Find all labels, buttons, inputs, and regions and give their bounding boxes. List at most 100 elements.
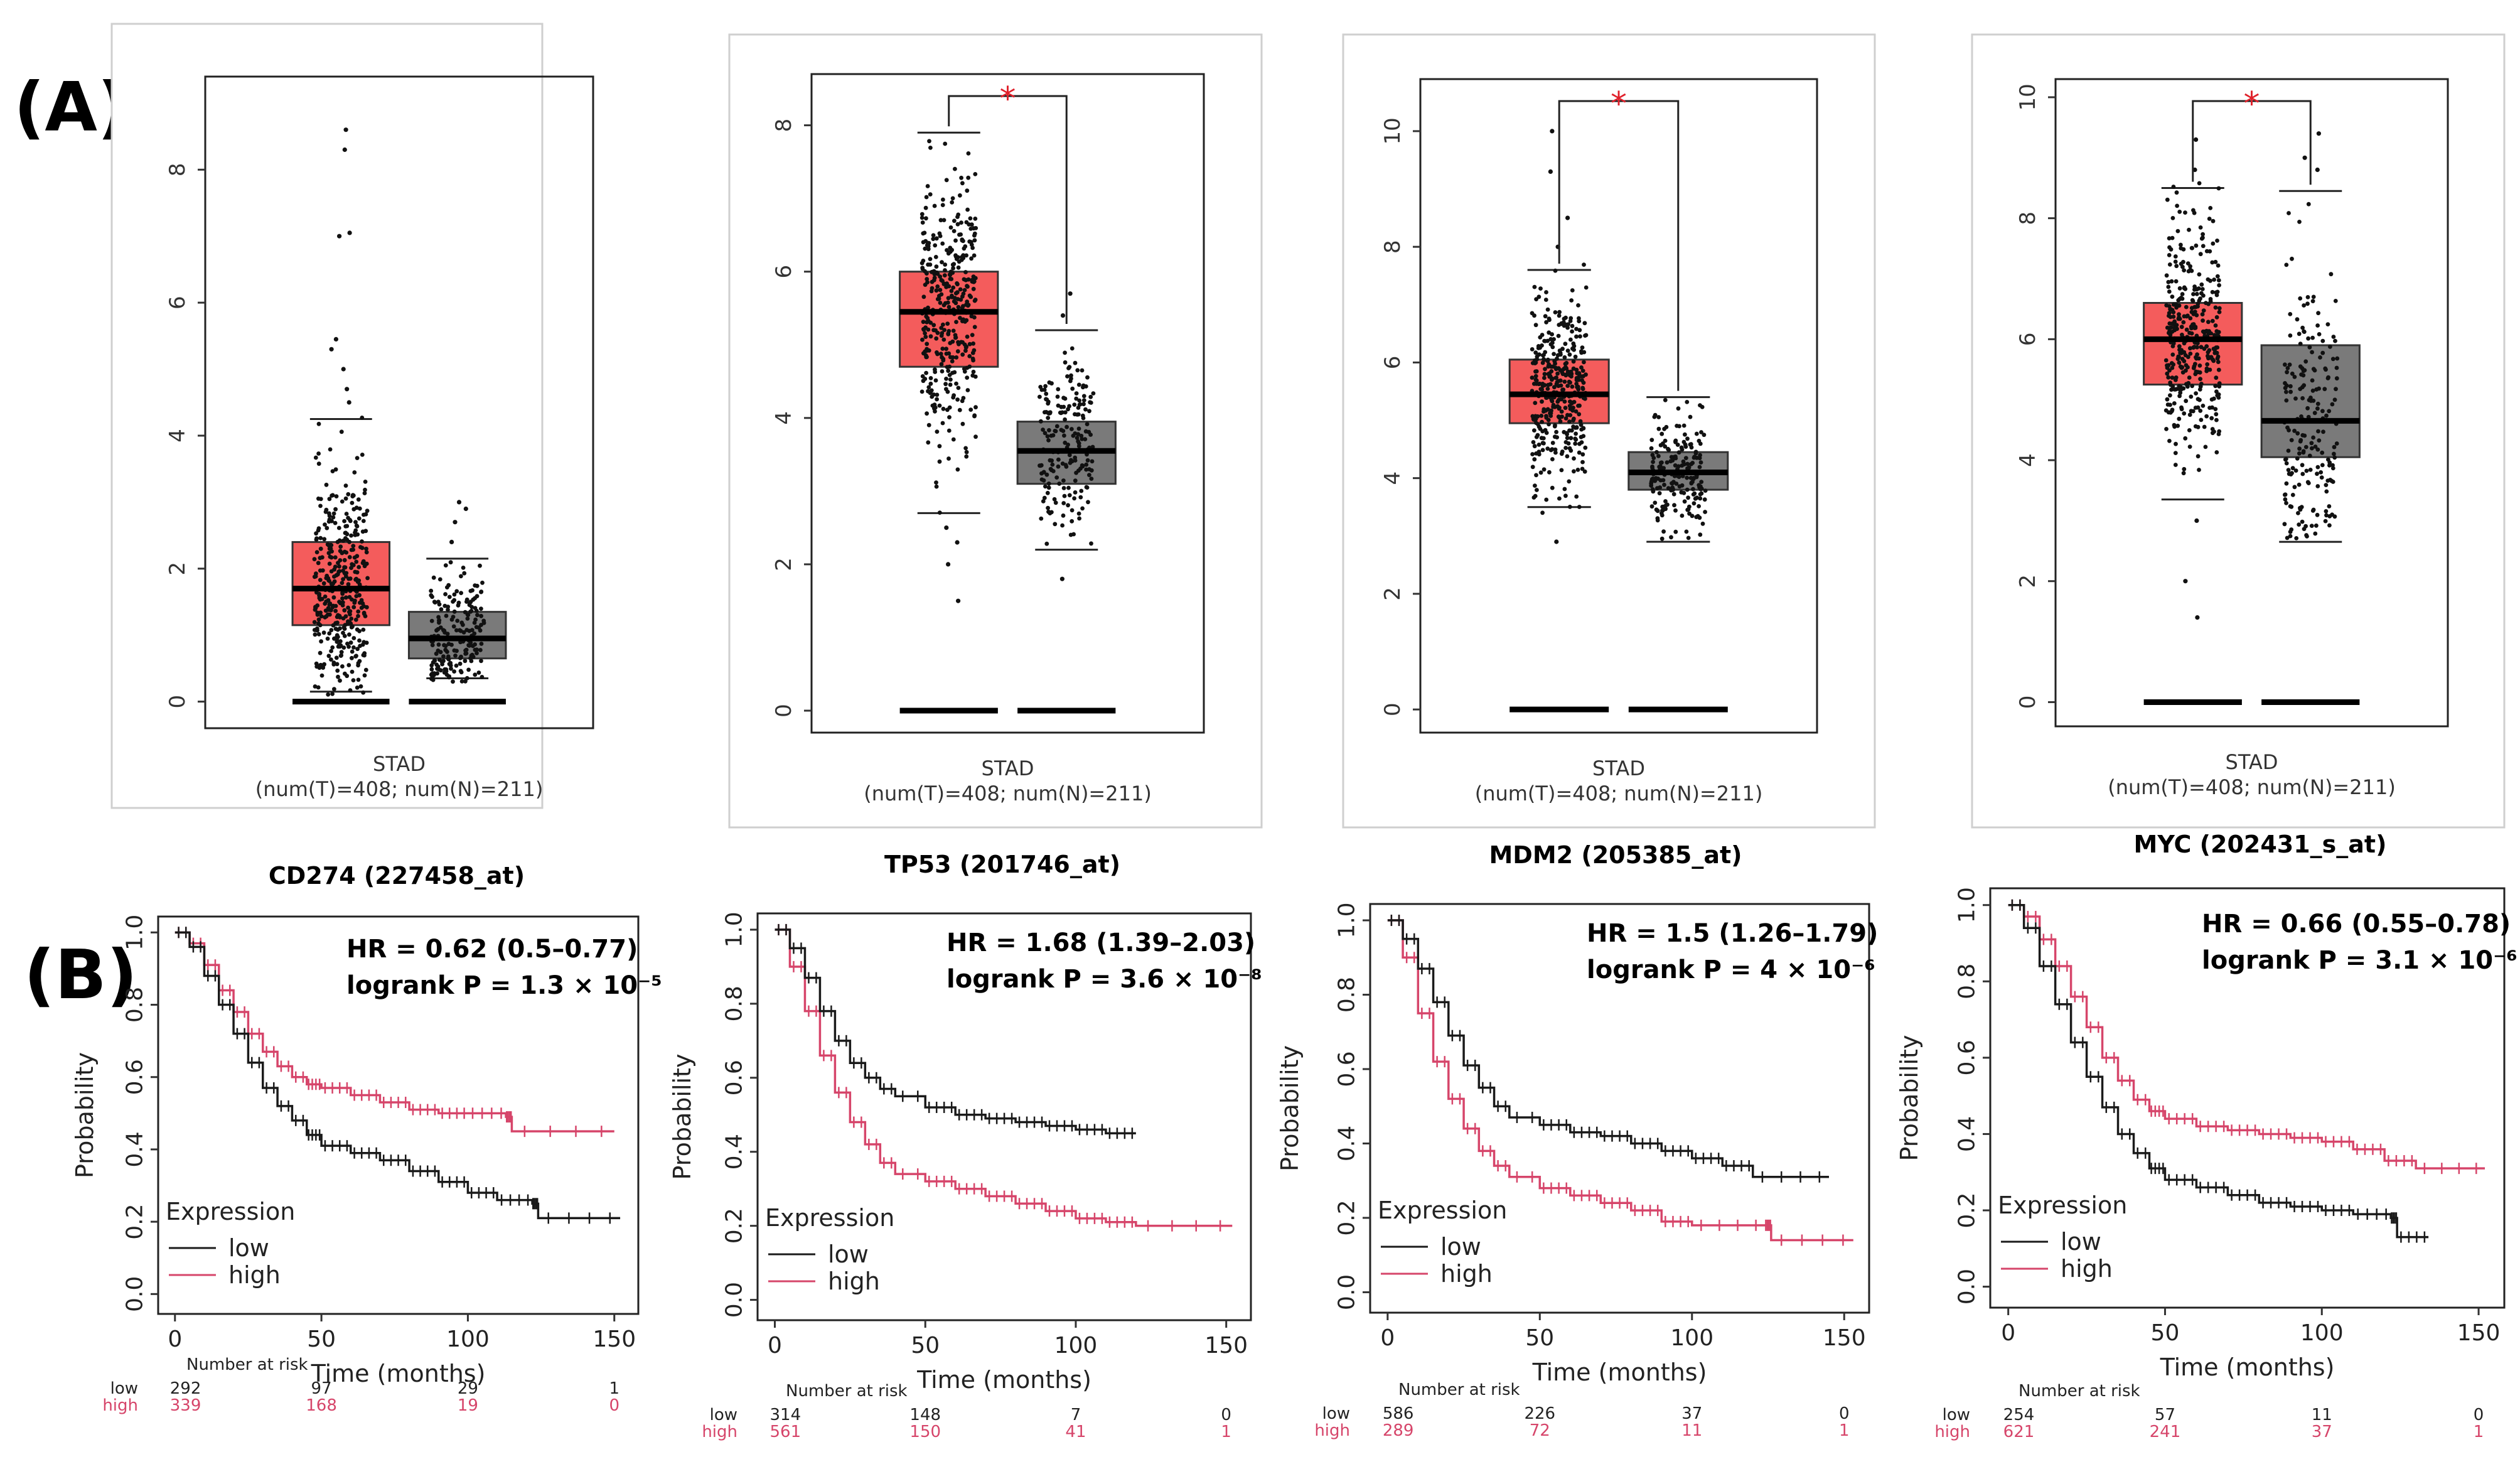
data-point	[448, 560, 453, 565]
data-point	[356, 661, 361, 665]
data-point	[2300, 396, 2305, 401]
y-tick-label: 0.4	[122, 1131, 148, 1167]
data-point	[970, 350, 975, 355]
data-point	[341, 538, 346, 543]
outlier-point	[1565, 215, 1570, 220]
data-point	[951, 328, 956, 333]
data-point	[2173, 387, 2178, 392]
data-point	[2287, 428, 2292, 433]
data-point	[316, 421, 321, 426]
data-point	[2204, 344, 2209, 349]
data-point	[2304, 468, 2309, 473]
data-point	[1563, 440, 1568, 444]
data-point	[959, 220, 963, 225]
data-point	[449, 642, 454, 647]
data-point	[970, 245, 975, 250]
data-point	[442, 628, 447, 633]
data-point	[954, 381, 958, 386]
data-point	[2196, 341, 2200, 346]
data-point	[2298, 364, 2303, 369]
data-point	[964, 220, 969, 225]
data-point	[1544, 290, 1548, 294]
data-point	[1081, 398, 1086, 402]
data-point	[1576, 303, 1580, 308]
data-point	[335, 668, 340, 673]
outlier-point	[1059, 576, 1064, 581]
data-point	[1536, 443, 1541, 447]
y-tick-label: 0	[2015, 696, 2040, 709]
data-point	[1577, 412, 1582, 417]
data-point	[938, 218, 943, 223]
data-point	[952, 296, 957, 300]
risk-row-high-label: high	[102, 1396, 138, 1415]
data-point	[2301, 450, 2306, 455]
data-point	[1043, 384, 1048, 389]
data-point	[1574, 367, 1579, 372]
data-point	[327, 631, 332, 636]
data-point	[2311, 294, 2316, 299]
data-point	[2213, 407, 2218, 411]
data-point	[2299, 414, 2303, 419]
data-point	[957, 232, 962, 237]
data-point	[2335, 356, 2340, 361]
data-point	[316, 461, 321, 466]
data-point	[2182, 268, 2187, 272]
data-point	[2329, 272, 2334, 277]
data-point	[941, 406, 946, 411]
data-point	[351, 636, 357, 640]
x-tick-label: 150	[1204, 1333, 1248, 1358]
data-point	[2290, 256, 2294, 261]
data-point	[1073, 458, 1078, 463]
outlier-point	[2316, 131, 2321, 136]
data-point	[1650, 464, 1654, 469]
data-point	[946, 351, 952, 356]
data-point	[971, 341, 975, 346]
data-point	[2193, 406, 2198, 410]
data-point	[2285, 366, 2290, 370]
data-point	[335, 620, 340, 625]
data-point	[1655, 516, 1660, 520]
y-tick-label: 0.8	[122, 987, 148, 1023]
data-point	[432, 600, 437, 605]
data-point	[357, 638, 362, 643]
logrank-p: logrank P = 1.3 × 10⁻⁵	[346, 971, 662, 1000]
data-point	[1532, 428, 1536, 433]
data-point	[2325, 322, 2330, 326]
data-point	[360, 539, 364, 544]
data-point	[338, 626, 342, 631]
data-point	[972, 238, 977, 243]
data-point	[2207, 217, 2212, 221]
gene-title: CD274 (227458_at)	[269, 862, 525, 890]
y-tick-label: 8	[165, 163, 190, 176]
data-point	[2298, 296, 2303, 301]
y-tick-label: 10	[1380, 117, 1405, 144]
data-point	[318, 610, 323, 615]
data-point	[970, 333, 975, 337]
data-point	[316, 528, 321, 533]
data-point	[1558, 350, 1563, 355]
data-point	[454, 589, 459, 594]
data-point	[955, 282, 960, 287]
data-point	[1044, 391, 1049, 396]
y-tick-label: 6	[771, 265, 796, 279]
data-point	[1078, 495, 1083, 500]
data-point	[2217, 306, 2222, 311]
plot-border	[1419, 78, 1818, 734]
data-point	[965, 375, 970, 380]
risk-row-high-label: high	[1934, 1423, 1970, 1441]
data-point	[1575, 468, 1580, 472]
data-point	[1085, 458, 1090, 463]
data-point	[1661, 508, 1665, 513]
data-point	[2177, 416, 2182, 421]
data-point	[475, 613, 480, 618]
data-point	[1080, 506, 1085, 511]
data-point	[1057, 481, 1062, 486]
data-point	[1540, 419, 1545, 424]
data-point	[328, 447, 333, 452]
data-point	[2327, 523, 2332, 528]
data-point	[1658, 460, 1663, 465]
data-point	[1054, 475, 1059, 480]
outlier-point	[1550, 129, 1555, 134]
data-point	[1067, 493, 1072, 498]
